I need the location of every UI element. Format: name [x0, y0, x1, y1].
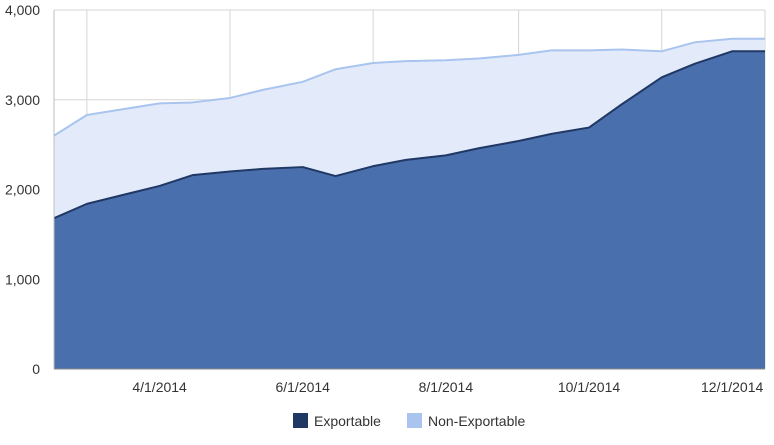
legend-item-non-exportable: Non-Exportable [407, 413, 525, 429]
legend: Exportable Non-Exportable [293, 413, 525, 429]
y-tick-label: 0 [32, 361, 40, 377]
x-tick-label: 12/1/2014 [701, 379, 763, 395]
y-axis-tick-labels: 0 1,000 2,000 3,000 4,000 [5, 2, 40, 377]
series-line-non-exportable [53, 37, 765, 137]
y-tick-label: 2,000 [5, 182, 40, 198]
y-tick-label: 3,000 [5, 92, 40, 108]
x-axis-tick-labels: 4/1/2014 6/1/2014 8/1/2014 10/1/2014 12/1/20… [132, 379, 763, 395]
x-tick-label: 6/1/2014 [275, 379, 330, 395]
x-tick-label: 8/1/2014 [419, 379, 474, 395]
x-tick-label: 10/1/2014 [558, 379, 620, 395]
series-line-exportable [53, 50, 765, 220]
y-tick-label: 4,000 [5, 2, 40, 18]
y-tick-label: 1,000 [5, 271, 40, 287]
legend-swatch [407, 413, 422, 428]
x-tick-label: 4/1/2014 [132, 379, 187, 395]
series-area-exportable [54, 51, 765, 369]
legend-label: Exportable [314, 413, 381, 429]
legend-swatch [293, 413, 308, 428]
series-areas [53, 37, 765, 369]
series-area-non-exportable [54, 38, 765, 219]
legend-item-exportable: Exportable [293, 413, 381, 429]
axes [53, 10, 765, 370]
legend-label: Non-Exportable [428, 413, 525, 429]
